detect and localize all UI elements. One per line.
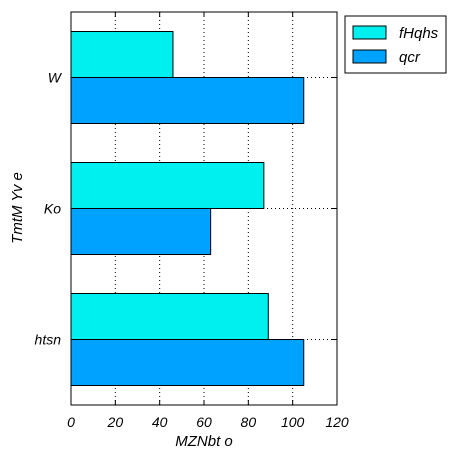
bar-fHqhs-W <box>70 31 174 78</box>
x-tick-label: 60 <box>196 414 212 430</box>
y-tick-label: Ko <box>44 201 61 217</box>
x-tick-label: 40 <box>152 414 168 430</box>
y-tick-label: htsn <box>35 332 62 348</box>
x-tick-label: 100 <box>281 414 305 430</box>
legend-swatch-fHqhs <box>352 25 387 40</box>
bar-qcr-htsn <box>70 339 305 386</box>
legend-swatch-qcr <box>352 49 387 64</box>
bar-qcr-Ko <box>70 208 212 255</box>
y-tick-label: W <box>48 70 63 86</box>
bar-qcr-W <box>70 77 305 124</box>
bar-fHqhs-htsn <box>70 293 269 340</box>
legend: fHqhs qcr <box>344 15 447 74</box>
y-axis-label: TmtM Yv e <box>9 172 26 244</box>
legend-label-fHqhs: fHqhs <box>399 25 439 42</box>
bar-fHqhs-Ko <box>70 162 265 209</box>
x-tick-label: 0 <box>67 414 75 430</box>
x-tick-label: 120 <box>325 414 349 430</box>
x-axis-label: MZNbt o <box>175 433 233 450</box>
legend-label-qcr: qcr <box>399 49 421 66</box>
x-tick-label: 80 <box>241 414 257 430</box>
y-axis-ticks: W Ko htsn <box>35 70 337 348</box>
bars <box>70 31 305 386</box>
x-axis-ticks: 0 20 40 60 80 100 120 <box>67 12 349 430</box>
x-tick-label: 20 <box>107 414 124 430</box>
